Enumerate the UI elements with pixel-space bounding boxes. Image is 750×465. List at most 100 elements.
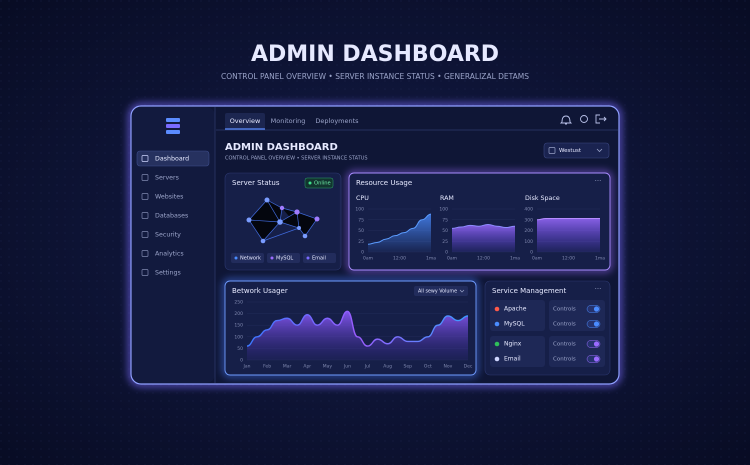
sidebar	[132, 107, 215, 383]
service-group	[490, 336, 545, 367]
online-badge	[304, 177, 334, 189]
service-name: MySQL	[504, 321, 525, 328]
chart-title: CPU	[356, 195, 369, 202]
service-group	[490, 300, 545, 331]
card-title: Server Status	[232, 179, 280, 187]
x-tick-label: Sep	[403, 364, 412, 370]
nav-icon	[141, 212, 149, 219]
toggle-knob	[593, 321, 600, 327]
x-tick-label: Mar	[283, 364, 292, 370]
y-tick-label: 200	[234, 311, 243, 317]
toggle-knob	[593, 356, 600, 362]
nav-item[interactable]: Settings	[155, 270, 181, 277]
online-dot	[308, 181, 312, 185]
x-tick-label: Oct	[424, 364, 432, 370]
x-tick-label: Apr	[303, 364, 311, 370]
toggle-knob	[593, 341, 600, 347]
service-name: Email	[504, 356, 521, 363]
calendar-icon	[548, 147, 556, 154]
legend-label: Email	[312, 256, 326, 262]
control-label: Controls	[553, 342, 576, 348]
tab[interactable]: Overview	[230, 117, 261, 125]
network-graph-nodes	[246, 197, 320, 244]
area-line	[536, 217, 600, 221]
region-value: Westust	[559, 148, 582, 154]
legend-label: Network	[240, 256, 261, 262]
nav-item[interactable]: Websites	[155, 194, 183, 201]
more-menu[interactable]: ···	[595, 177, 602, 185]
nav-icon	[141, 174, 149, 181]
legend-dot	[270, 256, 274, 260]
tab-active	[225, 113, 265, 129]
legend-chip	[231, 253, 264, 263]
filter-value: All sewy Volume	[418, 289, 457, 295]
badge-text: Online	[314, 181, 331, 187]
y-tick-label: 25	[358, 239, 364, 245]
nav-icon	[141, 250, 149, 257]
x-tick-label: Jul	[364, 364, 370, 370]
nav-item[interactable]: Analytics	[155, 251, 184, 258]
x-tick-label: 0am	[363, 256, 373, 262]
service-icon	[494, 321, 500, 327]
nav-icon	[141, 231, 149, 238]
tab[interactable]: Deployments	[315, 117, 359, 125]
nav-item[interactable]: Databases	[155, 213, 188, 220]
card-title: Service Management	[492, 287, 566, 295]
logout-icon[interactable]	[595, 114, 607, 124]
y-tick-label: 75	[358, 217, 364, 223]
nav-item[interactable]: Servers	[155, 175, 179, 182]
nav-icon	[141, 269, 149, 276]
x-tick-label: 1ma	[510, 256, 520, 262]
region-dropdown[interactable]	[543, 142, 610, 159]
control-label: Controls	[553, 322, 576, 328]
page-subtitle: CONTROL PANEL OVERVIEW • SERVER INSTANCE…	[221, 72, 529, 81]
card-title: Resource Usage	[356, 179, 412, 187]
area-fill	[537, 218, 600, 252]
tab[interactable]: Monitoring	[271, 117, 306, 125]
legend-chip	[303, 253, 336, 263]
area-line	[367, 213, 432, 245]
chevron	[459, 289, 465, 293]
chevron	[596, 148, 603, 153]
x-tick-label: 1ma	[426, 256, 436, 262]
y-tick-label: 50	[358, 228, 364, 234]
settings-icon[interactable]	[580, 115, 588, 123]
x-tick-label: Feb	[263, 364, 271, 370]
x-tick-label: May	[323, 364, 333, 370]
x-tick-label: 1ma	[595, 256, 605, 262]
header-subtitle: CONTROL PANEL OVERVIEW • SERVER INSTANCE…	[225, 156, 368, 162]
y-tick-label: 0	[361, 250, 364, 256]
y-tick-label: 150	[234, 323, 243, 329]
control-label: Controls	[553, 357, 576, 363]
bell-icon[interactable]	[559, 115, 573, 125]
x-tick-label: 12:00	[562, 256, 575, 262]
filter-dropdown[interactable]	[414, 286, 468, 296]
x-tick-label: 12:00	[477, 256, 490, 262]
y-tick-label: 100	[234, 334, 243, 340]
y-tick-label: 50	[442, 228, 448, 234]
logo	[166, 118, 180, 134]
legend-dot	[234, 256, 238, 260]
y-tick-label: 300	[524, 217, 533, 223]
chart-title: RAM	[440, 195, 454, 202]
service-icon	[494, 356, 500, 362]
y-tick-label: 200	[524, 228, 533, 234]
y-tick-label: 100	[355, 207, 364, 213]
y-tick-label: 50	[237, 346, 243, 352]
y-tick-label: 0	[445, 250, 448, 256]
service-name: Nginx	[504, 341, 522, 348]
nav-item[interactable]: Security	[155, 232, 181, 239]
service-icon	[494, 341, 500, 347]
y-tick-label: 250	[234, 300, 243, 306]
nav-icon	[141, 155, 149, 162]
y-tick-label: 400	[524, 207, 533, 213]
nav-active	[136, 150, 210, 167]
area-line	[451, 223, 516, 229]
more-menu[interactable]: ···	[595, 285, 602, 293]
nav-item[interactable]: Dashboard	[155, 156, 189, 163]
y-tick-label: 0	[530, 250, 533, 256]
service-name: Apache	[504, 306, 527, 313]
x-tick-label: Jan	[243, 364, 251, 370]
x-tick-label: 12:00	[393, 256, 406, 262]
